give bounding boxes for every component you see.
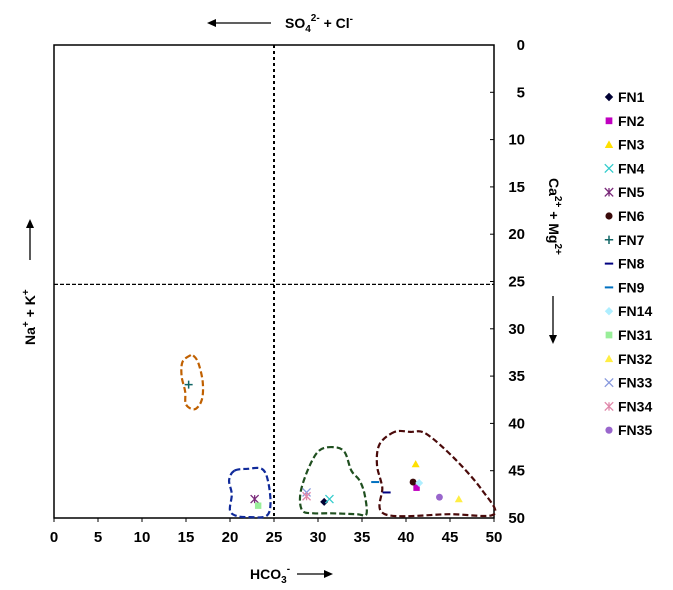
legend-marker-fn7 bbox=[604, 235, 614, 244]
y-tick-label: 25 bbox=[508, 274, 525, 291]
legend-marker-fn33 bbox=[604, 377, 614, 388]
legend-marker-fn14 bbox=[604, 307, 614, 316]
legend-marker-fn5 bbox=[604, 187, 614, 197]
legend-label-fn6: FN6 bbox=[618, 208, 645, 224]
y-tick-label: 10 bbox=[508, 132, 525, 149]
legend-label-fn14: FN14 bbox=[618, 303, 652, 319]
legend-label-fn1: FN1 bbox=[618, 89, 645, 105]
x-tick-label: 30 bbox=[310, 529, 327, 546]
data-point-fn3 bbox=[411, 460, 420, 468]
data-point-fn6 bbox=[409, 478, 417, 486]
data-point-fn4 bbox=[324, 494, 334, 504]
left-axis-title: Na+ + K+ bbox=[21, 219, 38, 345]
group-outline-4 bbox=[375, 429, 497, 518]
y-tick-labels: 0 5 10 15 20 25 30 35 40 45 50 bbox=[490, 37, 525, 527]
legend-marker-fn3 bbox=[604, 140, 614, 148]
y-tick-label: 20 bbox=[508, 226, 525, 243]
x-tick-label: 50 bbox=[486, 529, 503, 546]
bottom-axis-label: HCO3- bbox=[250, 564, 290, 586]
data-point-fn31 bbox=[254, 502, 262, 509]
legend-label-fn5: FN5 bbox=[618, 184, 645, 200]
x-tick-label: 15 bbox=[178, 529, 195, 546]
top-arrow-head bbox=[207, 19, 216, 27]
y-tick-label: 30 bbox=[508, 321, 525, 338]
bottom-arrow-head bbox=[324, 570, 333, 578]
legend-marker-fn32 bbox=[604, 354, 614, 363]
legend-marker-fn31 bbox=[605, 331, 613, 339]
data-point-fn32 bbox=[454, 495, 463, 503]
legend-marker-fn1 bbox=[604, 92, 614, 102]
group-outline-1 bbox=[180, 353, 205, 411]
y-tick-label: 15 bbox=[508, 179, 525, 196]
left-arrow-head bbox=[26, 219, 34, 228]
data-point-fn7 bbox=[184, 380, 193, 389]
x-tick-label: 10 bbox=[134, 529, 151, 546]
x-tick-label: 0 bbox=[50, 529, 58, 546]
legend: FN1 FN2 FN3 FN4 FN5 FN6 FN7 FN8 FN9 FN14 FN31 FN32 F… bbox=[604, 89, 652, 438]
top-axis-label: SO42- + Cl- bbox=[285, 13, 353, 35]
data-point-fn14 bbox=[415, 478, 424, 487]
quadrant-dividers bbox=[54, 45, 494, 518]
group-outlines bbox=[180, 353, 497, 519]
bottom-axis-title: HCO3- bbox=[250, 564, 333, 586]
legend-label-fn3: FN3 bbox=[618, 137, 645, 153]
y-tick-label: 35 bbox=[508, 368, 525, 385]
data-point-fn2 bbox=[413, 484, 420, 491]
left-axis-label: Na+ + K+ bbox=[21, 289, 38, 345]
legend-label-fn31: FN31 bbox=[618, 327, 652, 343]
group-outline-3 bbox=[298, 445, 368, 517]
x-tick-label: 40 bbox=[398, 529, 415, 546]
legend-marker-fn4 bbox=[604, 163, 614, 174]
y-tick-label: 40 bbox=[508, 415, 525, 432]
legend-label-fn32: FN32 bbox=[618, 351, 652, 367]
x-tick-label: 5 bbox=[94, 529, 102, 546]
x-tick-label: 45 bbox=[442, 529, 459, 546]
legend-marker-fn2 bbox=[605, 117, 613, 125]
x-tick-labels: 0 5 10 15 20 25 30 35 40 45 50 bbox=[50, 518, 503, 546]
top-axis-title: SO42- + Cl- bbox=[207, 13, 353, 35]
data-point-fn1 bbox=[320, 497, 329, 506]
legend-label-fn34: FN34 bbox=[618, 398, 652, 414]
group-outline-2 bbox=[227, 466, 272, 519]
right-axis-title: Ca2+ + Mg2+ bbox=[546, 178, 563, 344]
legend-marker-fn34 bbox=[604, 401, 614, 412]
data-point-fn35 bbox=[436, 493, 443, 501]
legend-label-fn33: FN33 bbox=[618, 375, 652, 391]
legend-label-fn4: FN4 bbox=[618, 160, 645, 176]
legend-label-fn7: FN7 bbox=[618, 232, 645, 248]
x-tick-label: 20 bbox=[222, 529, 239, 546]
data-points bbox=[184, 380, 463, 509]
x-tick-label: 35 bbox=[354, 529, 371, 546]
y-tick-label: 5 bbox=[517, 84, 525, 101]
right-arrow-head bbox=[549, 335, 557, 344]
legend-label-fn8: FN8 bbox=[618, 256, 645, 272]
x-tick-label: 25 bbox=[266, 529, 283, 546]
right-axis-label: Ca2+ + Mg2+ bbox=[546, 178, 563, 255]
legend-marker-fn6 bbox=[605, 212, 613, 220]
legend-label-fn35: FN35 bbox=[618, 422, 652, 438]
legend-marker-fn35 bbox=[605, 426, 613, 434]
legend-label-fn9: FN9 bbox=[618, 279, 645, 295]
data-point-fn34 bbox=[302, 491, 312, 501]
legend-label-fn2: FN2 bbox=[618, 113, 645, 129]
data-point-fn5 bbox=[250, 494, 260, 504]
y-tick-label: 0 bbox=[517, 37, 525, 54]
y-tick-label: 45 bbox=[508, 463, 525, 480]
y-tick-label: 50 bbox=[508, 510, 525, 527]
